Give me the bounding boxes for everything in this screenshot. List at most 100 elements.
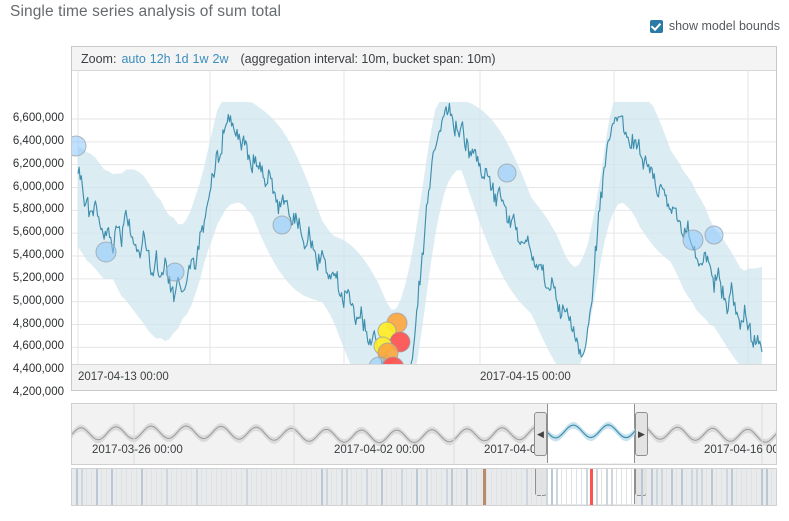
swimlane-tick[interactable] xyxy=(156,469,157,505)
swimlane-tick[interactable] xyxy=(346,469,348,505)
swimlane-tick[interactable] xyxy=(446,469,448,505)
swimlane-tick[interactable] xyxy=(366,469,368,505)
swimlane-tick[interactable] xyxy=(376,469,377,505)
focus-chart-svg[interactable] xyxy=(72,71,776,390)
checkbox-checked-icon[interactable] xyxy=(649,19,663,33)
swimlane-tick[interactable] xyxy=(541,469,542,505)
swimlane-tick[interactable] xyxy=(151,469,152,505)
swimlane-tick[interactable] xyxy=(311,469,312,505)
swimlane-tick[interactable] xyxy=(516,469,517,505)
swimlane-tick[interactable] xyxy=(416,469,418,505)
swimlane-tick[interactable] xyxy=(386,469,387,505)
swimlane-tick[interactable] xyxy=(136,469,137,505)
swimlane-tick[interactable] xyxy=(581,469,582,505)
swimlane-tick[interactable] xyxy=(406,469,407,505)
swimlane-tick[interactable] xyxy=(351,469,352,505)
swimlane-tick[interactable] xyxy=(656,469,658,505)
swimlane-tick[interactable] xyxy=(251,469,252,505)
swimlane-anomaly-tick[interactable] xyxy=(483,469,486,505)
swimlane-tick[interactable] xyxy=(456,469,457,505)
swimlane-tick[interactable] xyxy=(301,469,302,505)
swimlane-tick[interactable] xyxy=(676,469,677,505)
zoom-option-12h[interactable]: 12h xyxy=(149,51,171,66)
swimlane-tick[interactable] xyxy=(721,469,722,505)
swimlane-tick[interactable] xyxy=(691,469,693,505)
swimlane-tick[interactable] xyxy=(561,469,562,505)
swimlane-tick[interactable] xyxy=(531,469,532,505)
swimlane-tick[interactable] xyxy=(731,469,733,505)
swimlane-tick[interactable] xyxy=(341,469,343,505)
swimlane-tick[interactable] xyxy=(221,469,222,505)
anomaly-marker-warning[interactable] xyxy=(704,225,724,245)
swimlane-tick[interactable] xyxy=(536,469,537,505)
brush-left-handle[interactable]: ◀ xyxy=(534,412,547,456)
swimlane-tick[interactable] xyxy=(491,469,492,505)
swimlane-tick[interactable] xyxy=(141,469,143,505)
swimlane-tick[interactable] xyxy=(246,469,248,505)
swimlane-tick[interactable] xyxy=(726,469,728,505)
swimlane-tick[interactable] xyxy=(291,469,292,505)
swimlane-tick[interactable] xyxy=(191,469,192,505)
swimlane-tick[interactable] xyxy=(86,469,87,505)
swimlane-tick[interactable] xyxy=(566,469,567,505)
brush-right-handle[interactable]: ▶ xyxy=(635,412,648,456)
swimlane-tick[interactable] xyxy=(576,469,577,505)
swimlane-tick[interactable] xyxy=(771,469,772,505)
swimlane-tick[interactable] xyxy=(196,469,198,505)
swimlane-tick[interactable] xyxy=(626,469,627,505)
swimlane-tick[interactable] xyxy=(506,469,507,505)
swimlane-tick[interactable] xyxy=(666,469,667,505)
swimlane-tick[interactable] xyxy=(206,469,207,505)
swimlane-tick[interactable] xyxy=(76,469,78,505)
swimlane-tick[interactable] xyxy=(556,469,558,505)
swimlane-tick[interactable] xyxy=(126,469,127,505)
swimlane-tick[interactable] xyxy=(331,469,332,505)
swimlane-tick[interactable] xyxy=(371,469,372,505)
swimlane-tick[interactable] xyxy=(316,469,317,505)
swimlane-tick[interactable] xyxy=(286,469,287,505)
swimlane-tick[interactable] xyxy=(571,469,572,505)
zoom-option-auto[interactable]: auto xyxy=(121,51,146,66)
swimlane-tick[interactable] xyxy=(596,469,598,505)
context-brush-window[interactable] xyxy=(547,404,636,463)
swimlane-tick[interactable] xyxy=(681,469,683,505)
swimlane-tick[interactable] xyxy=(671,469,673,505)
swimlane-tick[interactable] xyxy=(496,469,497,505)
swimlane-tick[interactable] xyxy=(736,469,737,505)
zoom-option-2w[interactable]: 2w xyxy=(212,51,229,66)
swimlane-tick[interactable] xyxy=(751,469,752,505)
swimlane-tick[interactable] xyxy=(356,469,357,505)
swimlane-tick[interactable] xyxy=(81,469,83,505)
swimlane-tick[interactable] xyxy=(401,469,403,505)
swimlane-tick[interactable] xyxy=(466,469,468,505)
swimlane-tick[interactable] xyxy=(696,469,698,505)
swimlane-tick[interactable] xyxy=(651,469,653,505)
swimlane-tick[interactable] xyxy=(701,469,703,505)
swimlane-tick[interactable] xyxy=(551,469,553,505)
swimlane-tick[interactable] xyxy=(256,469,257,505)
swimlane-tick[interactable] xyxy=(646,469,647,505)
context-chart-panel[interactable]: 2017-03-26 00:00 2017-04-02 00:00 2017-04-… xyxy=(71,403,777,465)
focus-plot-area[interactable]: 2017-04-13 00:00 2017-04-15 00:00 xyxy=(72,71,776,390)
swimlane-tick[interactable] xyxy=(601,469,602,505)
swimlane-tick[interactable] xyxy=(716,469,717,505)
swimlane-tick[interactable] xyxy=(546,469,548,505)
swimlane-tick[interactable] xyxy=(461,469,462,505)
swimlane-tick[interactable] xyxy=(236,469,237,505)
swimlane-tick[interactable] xyxy=(161,469,162,505)
swimlane-tick[interactable] xyxy=(231,469,232,505)
swimlane-tick[interactable] xyxy=(336,469,337,505)
swimlane-tick[interactable] xyxy=(471,469,472,505)
swimlane-tick[interactable] xyxy=(511,469,512,505)
swimlane-tick[interactable] xyxy=(166,469,168,505)
swimlane-tick[interactable] xyxy=(176,469,177,505)
swimlane-tick[interactable] xyxy=(661,469,663,505)
swimlane-tick[interactable] xyxy=(476,469,477,505)
anomaly-marker-warning[interactable] xyxy=(72,135,87,157)
swimlane-tick[interactable] xyxy=(621,469,622,505)
swimlane-tick[interactable] xyxy=(121,469,122,505)
swimlane-tick[interactable] xyxy=(281,469,282,505)
zoom-option-1d[interactable]: 1d xyxy=(174,51,189,66)
swimlane-tick[interactable] xyxy=(146,469,147,505)
swimlane-tick[interactable] xyxy=(96,469,98,505)
